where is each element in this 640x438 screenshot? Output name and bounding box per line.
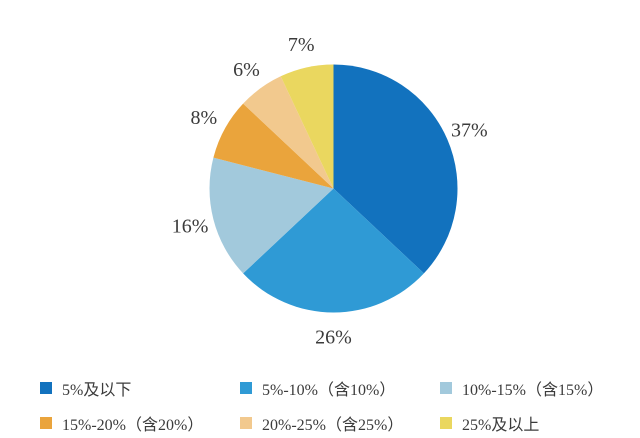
chart-legend: 5%及以下 5%-10%（含10%） 10%-15%（含15%） 15%-20%（含2…: [40, 370, 624, 438]
legend-label: 20%-25%（含25%）: [262, 416, 404, 434]
pie-slice-0: [333, 64, 458, 274]
pie-slice-5: [280, 64, 334, 189]
pie-chart: 37% 26% 16% 8% 6% 7%: [172, 34, 488, 349]
legend-item-4: 20%-25%（含25%）: [240, 411, 440, 435]
legend-label: 15%-20%（含20%）: [62, 416, 204, 434]
pie-slice-2: [209, 157, 334, 274]
legend-item-5: 25%及以上: [440, 411, 624, 435]
legend-label: 5%及以下: [62, 381, 132, 399]
legend-label: 5%-10%（含10%）: [262, 381, 396, 399]
legend-item-1: 5%-10%（含10%）: [240, 376, 440, 400]
legend-swatch-icon: [440, 381, 452, 394]
legend-label: 25%及以上: [462, 416, 540, 434]
legend-swatch-icon: [240, 381, 252, 394]
legend-item-2: 10%-15%（含15%）: [440, 376, 624, 400]
slice-value-label-1: 26%: [315, 327, 352, 349]
legend-swatch-icon: [440, 416, 452, 429]
pie-slice-3: [213, 103, 334, 189]
legend-swatch-icon: [40, 416, 52, 429]
slice-value-label-3: 8%: [190, 107, 217, 129]
legend-item-3: 15%-20%（含20%）: [40, 411, 240, 435]
slice-value-label-4: 6%: [233, 59, 260, 81]
legend-label: 10%-15%（含15%）: [462, 381, 604, 399]
slice-value-label-2: 16%: [172, 215, 209, 237]
pie-slice-4: [243, 76, 334, 189]
legend-swatch-icon: [240, 416, 252, 429]
slice-value-label-5: 7%: [288, 34, 315, 56]
slice-value-label-0: 37%: [451, 120, 488, 142]
legend-swatch-icon: [40, 381, 52, 394]
legend-item-0: 5%及以下: [40, 376, 240, 400]
pie-slice-1: [243, 188, 424, 313]
